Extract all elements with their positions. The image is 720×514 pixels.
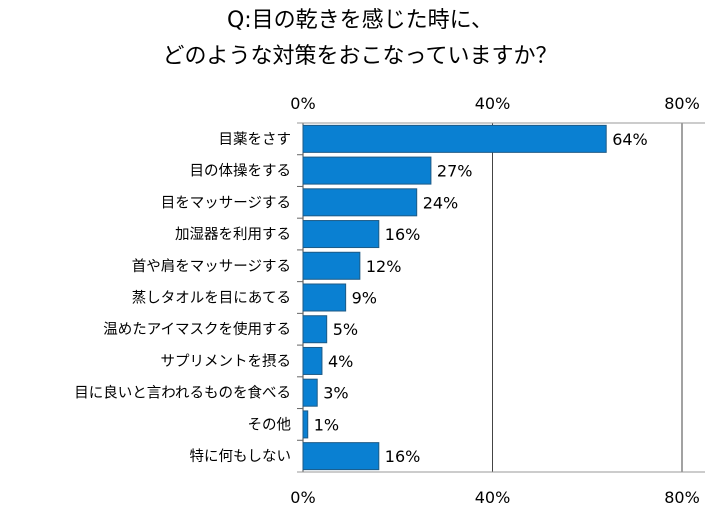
- category-label: 目をマッサージする: [161, 194, 291, 211]
- data-label: 9%: [352, 289, 377, 308]
- category-label: 目に良いと言われるものを食べる: [74, 385, 291, 402]
- tick-label-top: 80%: [664, 94, 700, 113]
- data-label: 24%: [423, 193, 459, 212]
- bar-8: [302, 346, 323, 375]
- category-label: 目の体操をする: [190, 163, 292, 180]
- data-label: 16%: [385, 225, 421, 244]
- data-label: 12%: [366, 257, 402, 276]
- category-label: 特に何もしない: [190, 448, 292, 465]
- bar-2: [302, 156, 432, 185]
- data-label: 27%: [437, 162, 473, 181]
- bar-3: [302, 188, 418, 217]
- category-label: その他: [248, 416, 292, 433]
- category-label: 温めたアイマスクを使用する: [103, 321, 291, 338]
- data-label: 1%: [314, 415, 339, 434]
- category-label: 蒸しタオルを目にあてる: [132, 290, 291, 307]
- tick-label-top: 40%: [475, 94, 511, 113]
- category-label: 首や肩をマッサージする: [132, 258, 291, 275]
- tick-label-bottom: 80%: [664, 488, 700, 507]
- bar-11: [302, 442, 380, 471]
- category-label: 加湿器を利用する: [175, 226, 291, 243]
- data-label: 4%: [328, 352, 353, 371]
- bar-1: [302, 124, 607, 153]
- category-label: 目薬をさす: [219, 131, 292, 148]
- data-label: 16%: [385, 447, 421, 466]
- bar-6: [302, 283, 347, 312]
- bar-7: [302, 315, 328, 344]
- bar-10: [302, 410, 309, 439]
- tick-label-top: 0%: [290, 94, 315, 113]
- data-label: 3%: [323, 384, 348, 403]
- category-label: サプリメントを摂る: [161, 353, 292, 370]
- data-label: 64%: [612, 130, 648, 149]
- tick-label-bottom: 40%: [475, 488, 511, 507]
- data-label: 5%: [333, 320, 358, 339]
- chart-title-line-1: Q:目の乾きを感じた時に、: [226, 8, 494, 33]
- bar-9: [302, 378, 318, 407]
- bar-5: [302, 251, 361, 280]
- tick-label-bottom: 0%: [290, 488, 315, 507]
- bar-4: [302, 220, 380, 249]
- chart-title-line-2: どのような対策をおこなっていますか？: [162, 44, 558, 69]
